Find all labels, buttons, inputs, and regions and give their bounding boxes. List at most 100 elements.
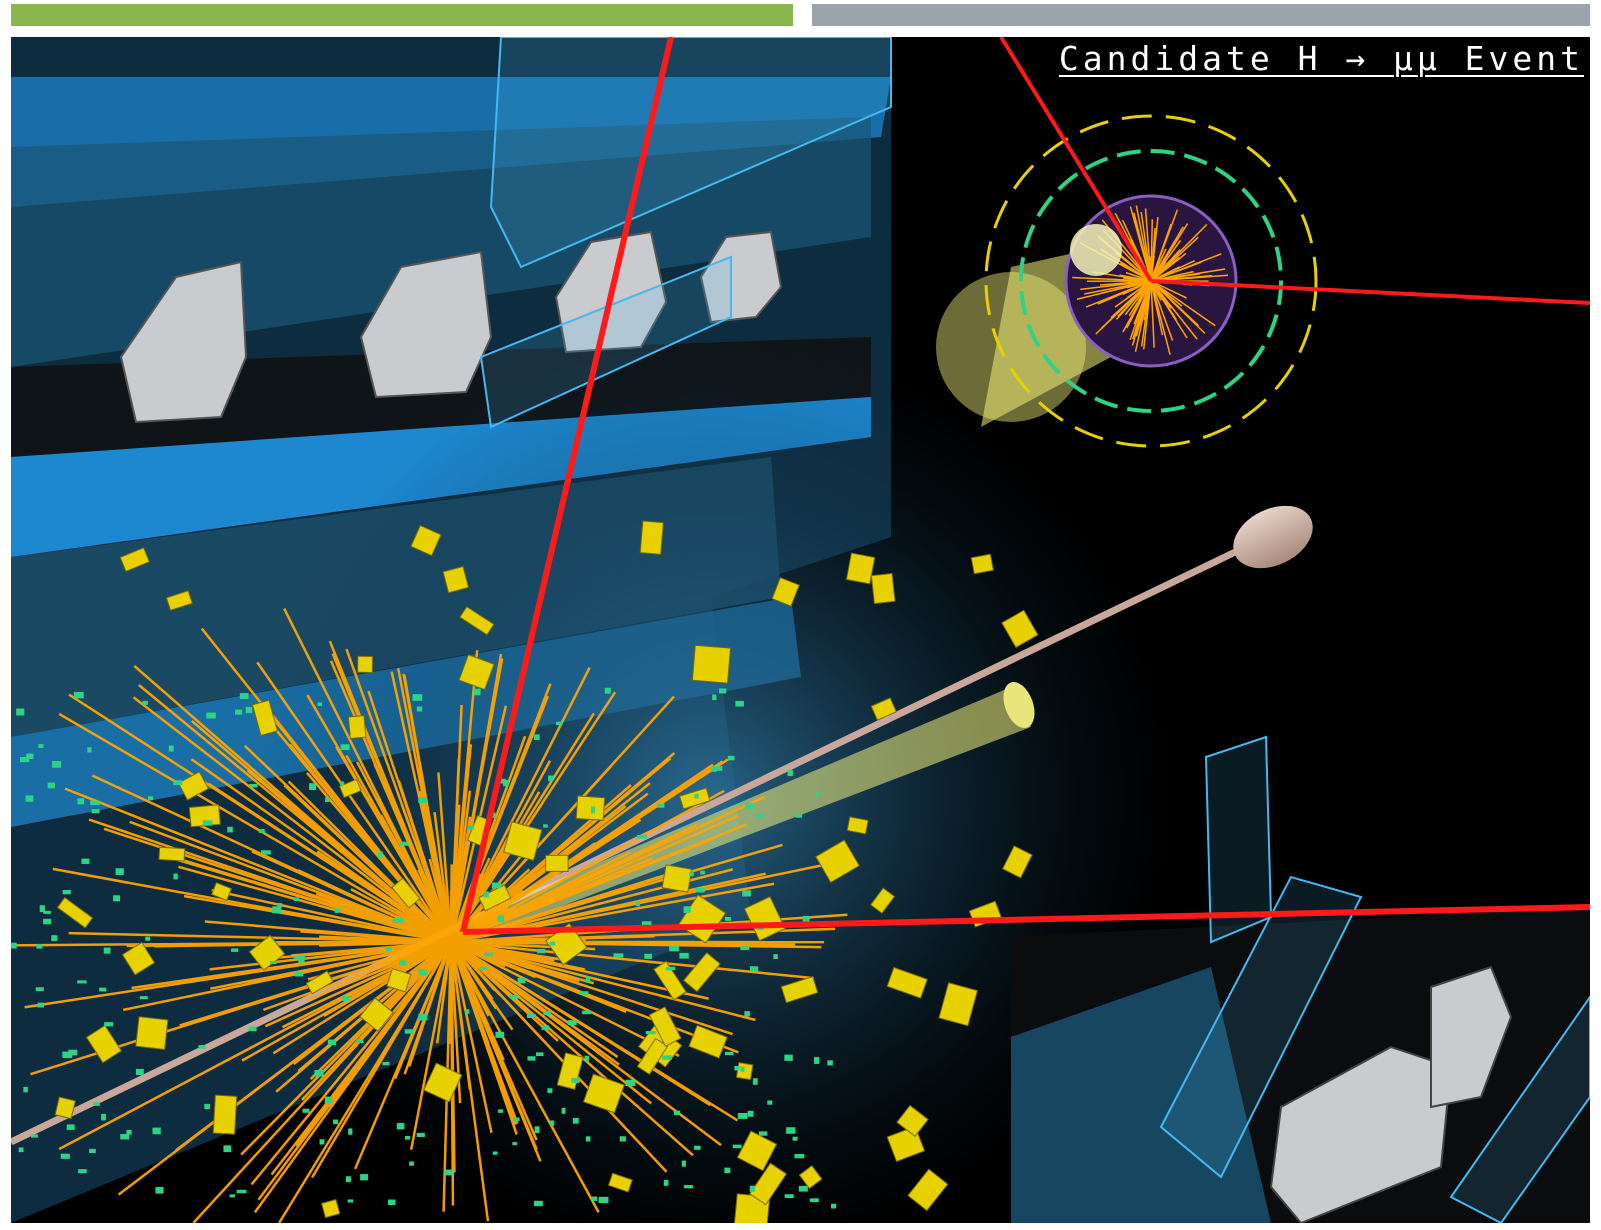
hit xyxy=(695,888,705,893)
event-display-panel: Candidate H → μμ Event xyxy=(11,37,1590,1223)
track-line xyxy=(450,909,600,944)
hit xyxy=(43,918,52,925)
hit xyxy=(360,1174,369,1181)
hit xyxy=(794,1153,805,1159)
transverse-jet-core xyxy=(1070,224,1122,276)
hit xyxy=(502,779,509,787)
hit xyxy=(679,952,689,959)
calorimeter-cell xyxy=(305,970,334,995)
hit xyxy=(549,941,556,946)
track-line xyxy=(450,941,694,1157)
track-line xyxy=(190,758,452,944)
hit xyxy=(47,782,55,789)
transverse-track-line xyxy=(1128,280,1152,317)
hit xyxy=(444,1169,453,1176)
transverse-muon-2 xyxy=(1150,279,1590,305)
hit xyxy=(724,1167,731,1174)
hit xyxy=(382,1062,390,1066)
hit xyxy=(585,1136,591,1142)
calorimeter-cell xyxy=(212,1094,238,1135)
track-line xyxy=(207,782,452,944)
hit xyxy=(77,980,87,984)
detector-hits xyxy=(11,687,837,1209)
detector-yokes xyxy=(119,230,783,424)
track-line xyxy=(449,941,538,1141)
hit xyxy=(537,948,546,954)
track-line xyxy=(376,798,453,943)
hit xyxy=(543,824,548,828)
hit xyxy=(830,1203,837,1209)
hit xyxy=(787,769,793,777)
track-line xyxy=(272,940,452,1055)
track-line xyxy=(210,940,452,990)
hit xyxy=(827,1060,833,1066)
hit xyxy=(526,1013,536,1018)
hit xyxy=(173,873,178,880)
calorimeter-cell xyxy=(177,771,210,801)
track-line xyxy=(449,941,478,1016)
track-line xyxy=(64,787,452,944)
hit xyxy=(495,1031,505,1038)
calorimeter-cell xyxy=(320,1198,341,1219)
hit xyxy=(734,1065,740,1071)
hit xyxy=(309,783,317,791)
track-line xyxy=(450,940,814,980)
hit xyxy=(740,946,750,951)
hit xyxy=(767,1100,773,1105)
hit xyxy=(135,1068,144,1076)
hit xyxy=(561,1107,566,1114)
hit xyxy=(416,706,423,712)
calorimeter-cell xyxy=(771,577,800,607)
transverse-track-line xyxy=(1110,280,1152,319)
hit xyxy=(548,775,554,782)
hit xyxy=(737,1112,748,1119)
track-line xyxy=(268,710,452,943)
hit xyxy=(139,996,148,1000)
hit xyxy=(694,793,699,799)
hit xyxy=(786,1127,796,1134)
muon-chamber-1 xyxy=(489,37,892,269)
hit xyxy=(81,858,90,864)
hit xyxy=(773,954,778,960)
hit xyxy=(683,1185,694,1189)
calorimeter-cell xyxy=(688,1024,728,1059)
hit xyxy=(91,809,100,814)
calorimeter-cell xyxy=(135,1016,169,1050)
hit xyxy=(340,781,345,786)
hit xyxy=(387,1199,396,1206)
hit xyxy=(492,1151,498,1155)
hit xyxy=(99,987,107,992)
track-line xyxy=(437,772,453,943)
calorimeter-cell xyxy=(582,1073,625,1114)
calorimeter-cell xyxy=(970,553,994,575)
transverse-tracks xyxy=(1072,205,1229,355)
detector-yokes-lower xyxy=(1269,965,1513,1223)
hit xyxy=(340,744,350,751)
hit xyxy=(681,1160,686,1167)
hit xyxy=(700,870,705,875)
hit xyxy=(18,1147,24,1153)
hit xyxy=(277,903,283,908)
transverse-track-line xyxy=(1150,280,1168,306)
hit xyxy=(152,1127,161,1135)
calorimeter-cell xyxy=(870,697,897,721)
hit xyxy=(712,766,723,771)
track-line xyxy=(350,888,452,944)
calorimeter-cell xyxy=(639,520,664,555)
hit xyxy=(68,1049,78,1056)
transverse-outer-ring xyxy=(984,114,1318,448)
hit xyxy=(744,802,754,810)
calorimeter-cell xyxy=(56,896,94,929)
transverse-track-line xyxy=(1140,280,1152,326)
track-line xyxy=(449,941,493,1134)
calorimeter-cell xyxy=(870,572,896,605)
detector-structure xyxy=(11,37,1590,1223)
calorimeter-cell xyxy=(391,877,421,909)
hit xyxy=(641,921,652,928)
hit xyxy=(645,1030,656,1035)
hit xyxy=(795,814,803,818)
calorimeter-cell xyxy=(798,1164,823,1190)
calorimeter-cell xyxy=(545,854,569,872)
hit xyxy=(815,792,820,797)
header-bar-left xyxy=(11,4,793,26)
